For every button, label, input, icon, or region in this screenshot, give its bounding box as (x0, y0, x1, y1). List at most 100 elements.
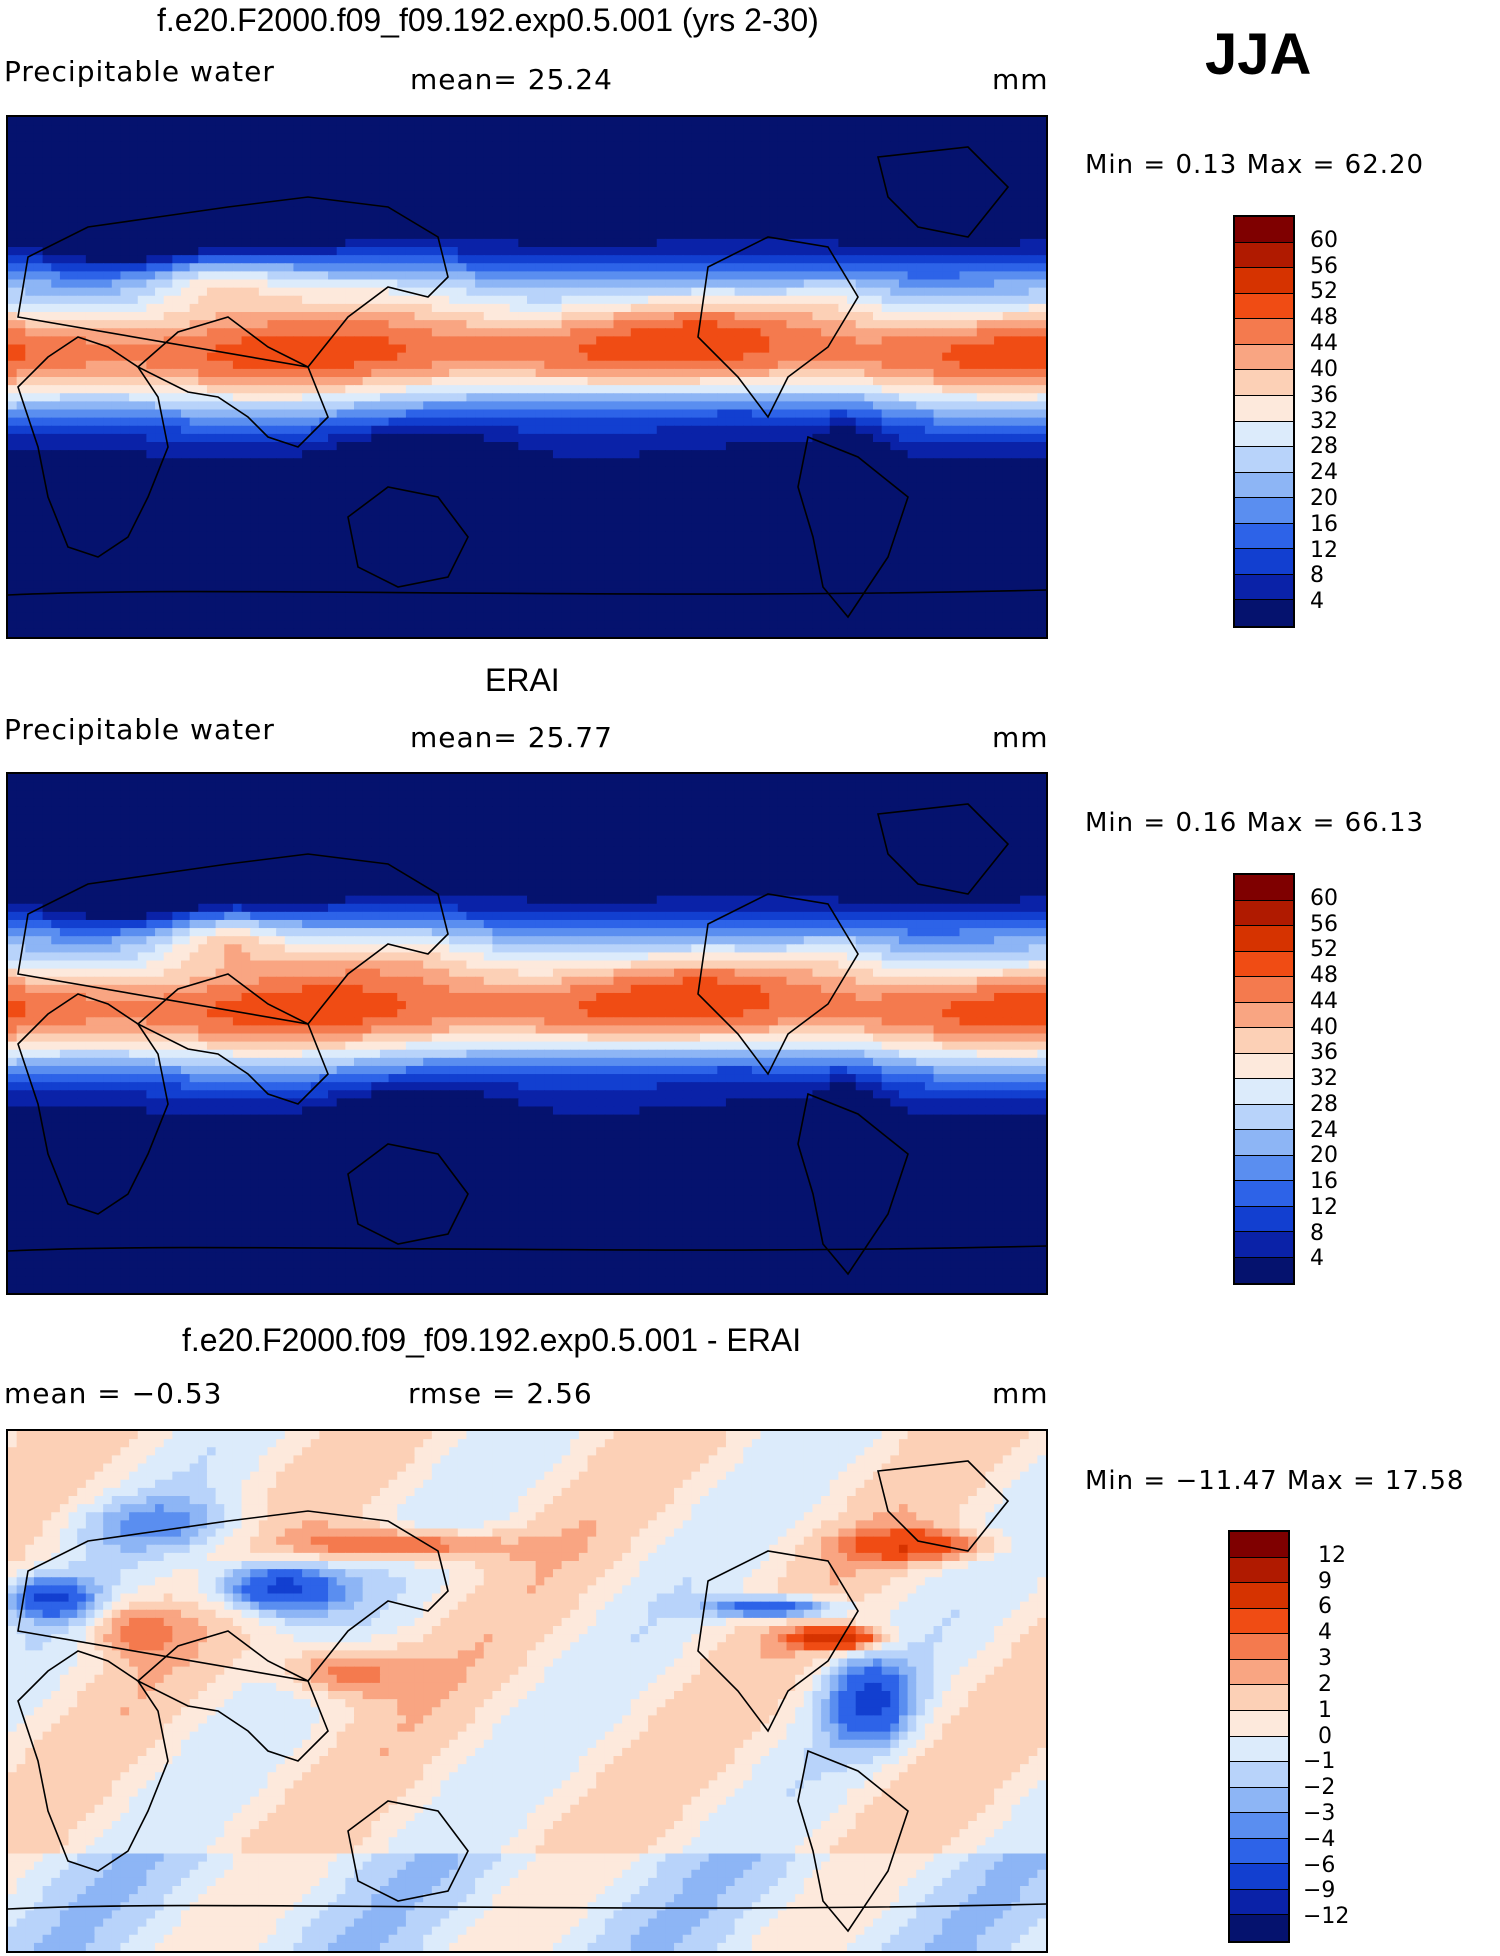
colorbar-tick-label: −2 (1303, 1777, 1335, 1799)
colorbar-tick-label: 12 (1310, 539, 1338, 562)
colorbar-swatch (1235, 600, 1293, 626)
colorbar-tick-label: 28 (1310, 1093, 1338, 1116)
colorbar-swatch (1235, 1104, 1293, 1130)
colorbar-swatch (1230, 1915, 1288, 1941)
colorbar-swatch (1235, 1079, 1293, 1105)
panel-2-minmax: Min = 0.16 Max = 66.13 (1085, 810, 1424, 836)
season-label: JJA (1205, 26, 1311, 84)
colorbar-tick-label: −12 (1303, 1906, 1349, 1928)
panel-1-variable-label: Precipitable water (4, 58, 275, 86)
colorbar-swatch (1235, 472, 1293, 499)
colorbar-swatch (1235, 1232, 1293, 1258)
colorbar-tick-label: 8 (1310, 565, 1324, 587)
colorbar-tick-label: 28 (1310, 436, 1338, 458)
colorbar-tick-label: −1 (1303, 1751, 1335, 1773)
colorbar-swatch (1235, 395, 1293, 422)
colorbar-swatch (1235, 217, 1293, 243)
panel-3-rmse: rmse = 2.56 (408, 1380, 593, 1408)
colorbar-tick-label: 4 (1310, 1248, 1324, 1270)
colorbar-tick-label: 48 (1310, 307, 1338, 329)
colorbar-tick-label: 24 (1310, 462, 1338, 484)
colorbar-swatch (1235, 447, 1293, 473)
colorbar-swatch (1230, 1557, 1288, 1584)
colorbar-tick-label: 20 (1310, 1145, 1338, 1167)
colorbar-swatch (1235, 1028, 1293, 1054)
colorbar-swatch (1230, 1583, 1288, 1609)
colorbar-tick-label: 32 (1310, 410, 1338, 433)
colorbar-swatch (1235, 1181, 1293, 1207)
colorbar-tick-label: 1 (1318, 1699, 1332, 1722)
panel-1-map (6, 115, 1048, 639)
colorbar-tick-label: 60 (1310, 229, 1338, 252)
colorbar-tick-label: 6 (1318, 1596, 1332, 1618)
colorbar-swatch (1235, 319, 1293, 345)
panel-1-minmax: Min = 0.13 Max = 62.20 (1085, 152, 1424, 178)
colorbar-tick-label: 24 (1310, 1119, 1338, 1142)
colorbar-tick-label: −9 (1303, 1880, 1335, 1902)
colorbar-swatch (1235, 951, 1293, 977)
panel-1-units: mm (992, 66, 1049, 94)
colorbar-tick-label: −4 (1303, 1828, 1335, 1851)
colorbar-swatch (1235, 926, 1293, 952)
colorbar-swatch (1235, 1206, 1293, 1232)
colorbar-swatch (1235, 1130, 1293, 1156)
colorbar-tick-label: 4 (1318, 1622, 1332, 1644)
colorbar-swatch (1235, 574, 1293, 601)
panel-1-mean: mean= 25.24 (410, 66, 613, 94)
colorbar-swatch (1235, 421, 1293, 448)
colorbar-swatch (1235, 1002, 1293, 1028)
colorbar-swatch (1230, 1889, 1288, 1916)
colorbar-swatch (1235, 370, 1293, 396)
panel-3-mean: mean = −0.53 (4, 1380, 222, 1408)
colorbar-swatch (1230, 1787, 1288, 1814)
colorbar-swatch (1235, 242, 1293, 269)
colorbar-tick-label: 48 (1310, 965, 1338, 987)
panel-3-minmax: Min = −11.47 Max = 17.58 (1085, 1468, 1464, 1494)
panel-2-mean: mean= 25.77 (410, 724, 613, 752)
colorbar-swatch (1230, 1532, 1288, 1558)
colorbar-tick-label: 40 (1310, 1016, 1338, 1039)
colorbar-swatch (1230, 1838, 1288, 1865)
colorbar-tick-label: 52 (1310, 939, 1338, 961)
colorbar-swatch (1230, 1736, 1288, 1763)
colorbar-swatch (1235, 1155, 1293, 1181)
colorbar-swatch (1230, 1813, 1288, 1839)
panel-3-map (6, 1429, 1048, 1953)
colorbar-swatch (1230, 1608, 1288, 1635)
colorbar-swatch (1235, 549, 1293, 575)
colorbar-tick-label: 2 (1318, 1673, 1332, 1696)
colorbar-swatch (1230, 1710, 1288, 1737)
panel-2-colorbar (1233, 873, 1295, 1285)
colorbar-tick-label: 60 (1310, 887, 1338, 910)
colorbar-swatch (1235, 498, 1293, 524)
colorbar-tick-label: 32 (1310, 1068, 1338, 1090)
colorbar-tick-label: 3 (1318, 1648, 1332, 1670)
colorbar-swatch (1235, 875, 1293, 901)
colorbar-tick-label: 44 (1310, 333, 1338, 355)
colorbar-tick-label: 4 (1310, 591, 1324, 613)
colorbar-swatch (1230, 1659, 1288, 1686)
panel-1-title: f.e20.F2000.f09_f09.192.exp0.5.001 (yrs … (157, 4, 819, 36)
colorbar-swatch (1230, 1634, 1288, 1660)
colorbar-swatch (1235, 523, 1293, 550)
panel-2-title: ERAI (485, 664, 560, 696)
colorbar-swatch (1235, 1053, 1293, 1079)
panel-3-title: f.e20.F2000.f09_f09.192.exp0.5.001 - ERA… (182, 1324, 801, 1356)
colorbar-tick-label: 44 (1310, 990, 1338, 1013)
colorbar-tick-label: −3 (1303, 1802, 1335, 1825)
panel-2-units: mm (992, 724, 1049, 752)
colorbar-tick-label: 16 (1310, 513, 1338, 536)
colorbar-tick-label: 9 (1318, 1570, 1332, 1593)
colorbar-tick-label: 16 (1310, 1171, 1338, 1193)
colorbar-tick-label: 36 (1310, 384, 1338, 407)
colorbar-tick-label: 0 (1318, 1725, 1332, 1748)
colorbar-tick-label: 12 (1318, 1544, 1346, 1567)
panel-2-variable-label: Precipitable water (4, 716, 275, 744)
colorbar-tick-label: 20 (1310, 487, 1338, 510)
colorbar-tick-label: 36 (1310, 1042, 1338, 1064)
colorbar-tick-label: −6 (1303, 1854, 1335, 1877)
colorbar-swatch (1230, 1762, 1288, 1788)
colorbar-swatch (1230, 1864, 1288, 1890)
panel-3-colorbar (1228, 1530, 1290, 1943)
colorbar-tick-label: 12 (1310, 1196, 1338, 1219)
